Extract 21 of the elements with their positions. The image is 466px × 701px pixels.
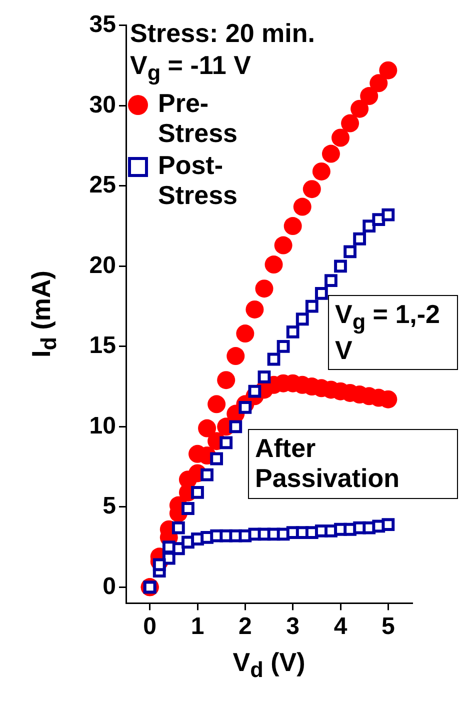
y-tick-label: 25 xyxy=(89,172,116,199)
y-tick-label: 5 xyxy=(102,492,116,520)
y-tick-label: 10 xyxy=(89,412,116,440)
x-tick-label: 1 xyxy=(190,613,204,640)
y-tick-label: 15 xyxy=(89,332,116,360)
legend-label: Post-Stress xyxy=(158,150,238,211)
annotation: After Passivation xyxy=(248,429,458,500)
annotation: V$_{g}$ = 1,-2 V xyxy=(328,295,458,370)
x-tick-label: 3 xyxy=(286,613,300,640)
y-tick-label: 0 xyxy=(102,572,116,600)
y-tick-label: 20 xyxy=(89,252,116,279)
x-tick-label: 4 xyxy=(334,613,348,640)
x-tick-label: 0 xyxy=(143,613,157,640)
x-tick-label: 5 xyxy=(381,613,395,640)
x-axis-title: V$_{d}$ (V) xyxy=(232,647,306,684)
annotation: Stress: 20 min. xyxy=(130,18,315,50)
x-tick-label: 2 xyxy=(238,613,252,640)
y-tick-label: 30 xyxy=(89,91,116,118)
y-tick-label: 35 xyxy=(89,11,116,38)
legend-label: Pre-Stress xyxy=(158,88,238,150)
annotation: V$_{g}$ = -11 V xyxy=(130,50,251,86)
